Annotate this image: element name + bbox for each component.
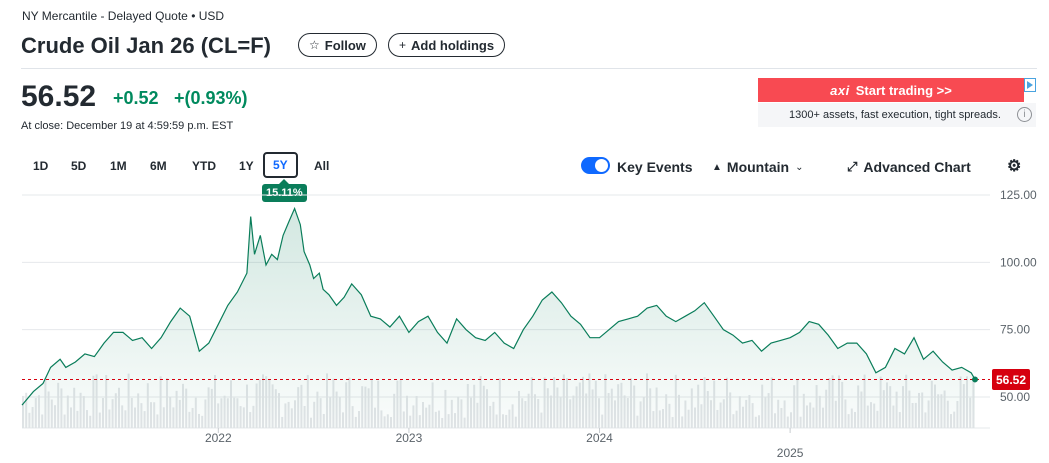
range-all[interactable]: All (314, 159, 330, 173)
range-change-tooltip: 15.11% (262, 179, 307, 202)
y-axis-labels: 125.00 100.00 75.00 50.00 (1000, 188, 1037, 404)
range-5d[interactable]: 5D (71, 159, 87, 173)
x-tick-label: 2025 (777, 446, 804, 460)
add-holdings-label: Add holdings (411, 37, 495, 53)
exchange-info: NY Mercantile - Delayed Quote • USD (22, 9, 225, 23)
ad-banner[interactable]: axi Start trading >> 1300+ assets, fast … (758, 78, 1036, 127)
key-events-toggle[interactable] (581, 157, 610, 174)
price-area (22, 208, 975, 428)
chart-type-dropdown[interactable]: ▲ Mountain ⌄ (712, 159, 804, 175)
close-time: At close: December 19 at 4:59:59 p.m. ES… (21, 120, 234, 132)
chart-type-label: Mountain (726, 159, 790, 175)
expand-icon: ⤢ (847, 159, 858, 174)
gear-icon[interactable]: ⚙ (1007, 158, 1022, 175)
range-6m[interactable]: 6M (150, 159, 167, 173)
info-icon[interactable]: i (1017, 107, 1032, 122)
page-title: Crude Oil Jan 26 (CL=F) (21, 33, 271, 58)
advanced-chart-label: Advanced Chart (863, 159, 971, 175)
x-tick-label: 2023 (396, 431, 423, 445)
price-chart[interactable]: 125.00 100.00 75.00 50.00 2022 2023 2024 2025 (0, 180, 1049, 463)
mountain-icon: ▲ (712, 161, 722, 173)
ad-cta-button[interactable]: axi Start trading >> (758, 78, 1024, 102)
divider (21, 68, 1037, 69)
ad-cta-label: Start trading >> (855, 82, 952, 98)
current-price-label: 56.52 (992, 369, 1030, 390)
add-holdings-button[interactable]: + Add holdings (388, 33, 506, 57)
range-ytd[interactable]: YTD (192, 159, 216, 173)
quote-change: +0.52 (113, 88, 159, 108)
range-1d[interactable]: 1D (33, 159, 49, 173)
range-1y[interactable]: 1Y (239, 159, 254, 173)
x-axis-labels: 2022 2023 2024 2025 (205, 428, 804, 460)
price-line (21, 206, 976, 406)
follow-button[interactable]: ☆ Follow (298, 33, 377, 57)
y-tick-label: 50.00 (1000, 390, 1030, 404)
y-tick-label: 125.00 (1000, 188, 1037, 202)
y-tick-label: 100.00 (1000, 255, 1037, 269)
ad-logo: axi (830, 82, 850, 98)
current-price-dot (972, 376, 978, 383)
range-1m[interactable]: 1M (110, 159, 127, 173)
range-5y[interactable]: 5Y (263, 152, 298, 178)
y-tick-label: 75.00 (1000, 323, 1030, 337)
key-events-label: Key Events (617, 159, 693, 175)
x-tick-label: 2024 (586, 431, 613, 445)
chevron-down-icon: ⌄ (795, 161, 804, 173)
quote-change-percent: +(0.93%) (174, 88, 248, 108)
x-tick-label: 2022 (205, 431, 232, 445)
quote-price: 56.52 (21, 80, 97, 113)
ad-subtext: 1300+ assets, fast execution, tight spre… (758, 103, 1036, 127)
follow-label: Follow (324, 37, 366, 53)
adchoices-icon[interactable] (1024, 78, 1036, 92)
plus-icon: + (399, 38, 407, 52)
advanced-chart-button[interactable]: ⤢ Advanced Chart (847, 159, 971, 175)
star-icon: ☆ (309, 38, 320, 52)
